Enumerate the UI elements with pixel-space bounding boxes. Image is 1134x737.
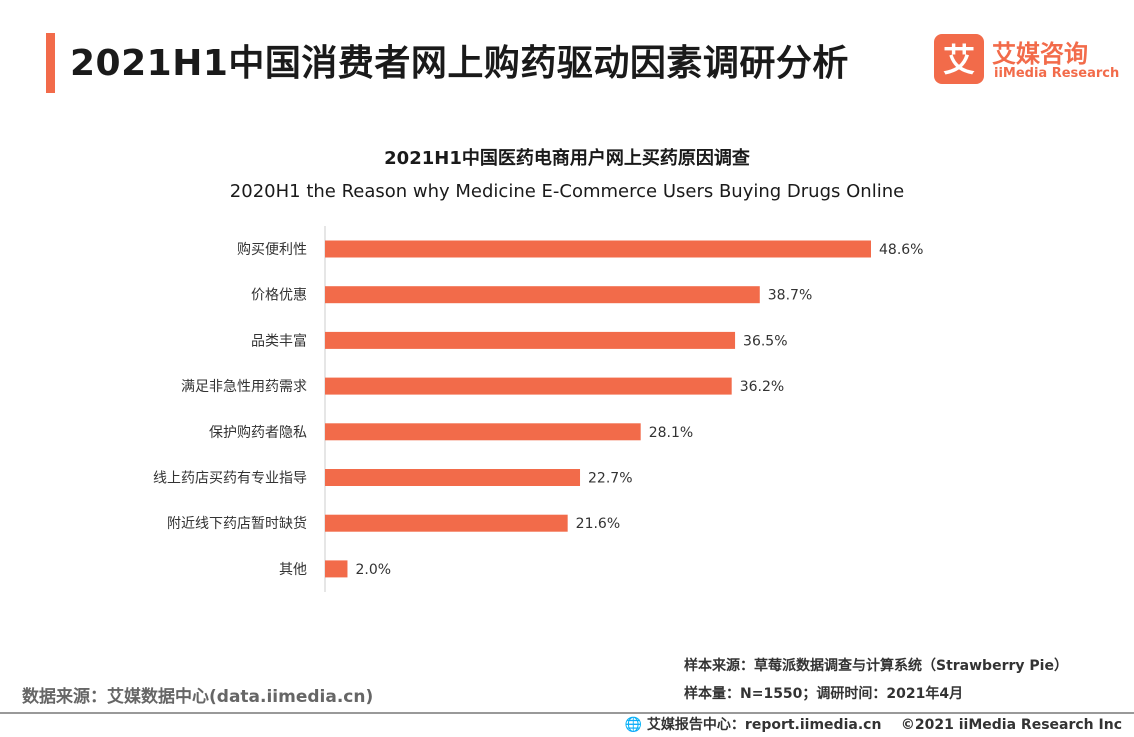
data-label: 48.6% xyxy=(879,242,923,258)
sample-size-note: 样本量：N=1550；调研时间：2021年4月 xyxy=(684,686,964,702)
logo-glyph: 艾 xyxy=(943,41,975,79)
title-accent-bar xyxy=(46,33,55,93)
bar xyxy=(325,469,581,486)
category-label: 线上药店买药有专业指导 xyxy=(153,471,307,487)
data-source-note: 数据来源：艾媒数据中心(data.iimedia.cn) xyxy=(22,687,374,707)
footer-bottom: 🌐 艾媒报告中心：report.iimedia.cn ©2021 iiMedia… xyxy=(625,714,1122,734)
globe-icon: 🌐 xyxy=(624,717,643,733)
category-label: 满足非急性用药需求 xyxy=(181,379,307,395)
bar xyxy=(325,560,348,578)
data-label: 38.7% xyxy=(768,288,812,304)
iimedia-logo: 艾 艾媒咨询 iiMedia Research xyxy=(934,34,1124,84)
bar xyxy=(325,514,568,532)
data-label: 22.7% xyxy=(588,471,632,487)
bar xyxy=(325,423,641,441)
category-label: 其他 xyxy=(279,562,307,578)
logo-text-cn: 艾媒咨询 xyxy=(992,40,1088,68)
chart-title: 2021H1中国医药电商用户网上买药原因调查 xyxy=(384,148,750,169)
bar xyxy=(325,240,871,258)
category-label: 保护购药者隐私 xyxy=(209,425,307,441)
category-label: 附近线下药店暂时缺货 xyxy=(167,515,307,532)
bar xyxy=(325,377,732,395)
report-center-link[interactable]: 艾媒报告中心：report.iimedia.cn xyxy=(646,717,882,733)
page-title: 2021H1中国消费者网上购药驱动因素调研分析 xyxy=(70,43,849,84)
data-label: 36.2% xyxy=(740,379,784,395)
logo-text-en: iiMedia Research xyxy=(994,66,1120,81)
bar xyxy=(325,286,760,304)
data-label: 21.6% xyxy=(576,516,620,532)
data-label: 36.5% xyxy=(743,333,787,349)
category-label: 价格优惠 xyxy=(251,288,307,304)
data-label: 2.0% xyxy=(355,562,391,578)
category-label: 购买便利性 xyxy=(237,242,307,258)
category-label: 品类丰富 xyxy=(251,332,307,349)
chart-subtitle: 2020H1 the Reason why Medicine E-Commerc… xyxy=(229,181,905,202)
data-label: 28.1% xyxy=(649,425,693,441)
logo-icon: 艾 xyxy=(934,34,984,84)
footer-divider xyxy=(0,712,1134,714)
bar xyxy=(325,331,736,349)
copyright-text: ©2021 iiMedia Research Inc xyxy=(900,717,1122,733)
sample-source-note: 样本来源：草莓派数据调查与计算系统（Strawberry Pie） xyxy=(684,658,1068,674)
